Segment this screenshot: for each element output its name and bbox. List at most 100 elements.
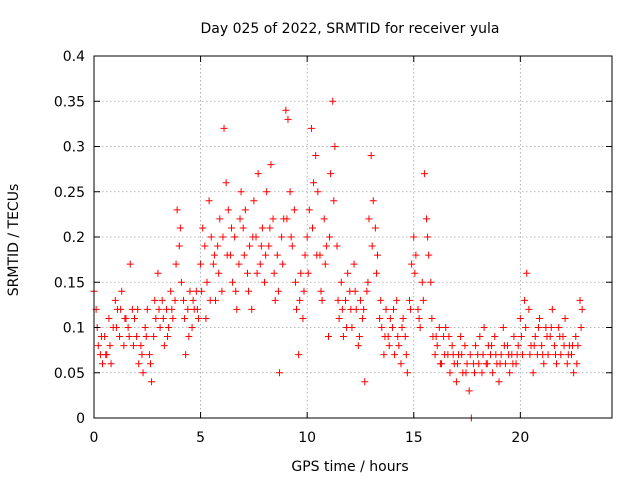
data-point <box>310 179 318 187</box>
data-point <box>479 351 487 359</box>
data-point <box>182 351 190 359</box>
data-point <box>106 342 114 350</box>
data-point <box>267 161 275 169</box>
x-axis-label: GPS time / hours <box>291 459 408 475</box>
x-tick-label: 5 <box>196 430 205 446</box>
x-tick-label: 20 <box>511 430 529 446</box>
data-point <box>193 305 201 313</box>
data-point <box>449 351 457 359</box>
data-point <box>171 296 179 304</box>
data-point <box>126 260 134 268</box>
data-point <box>160 342 168 350</box>
data-point <box>560 342 568 350</box>
data-point <box>210 251 218 259</box>
data-point <box>402 351 410 359</box>
data-point <box>227 224 235 232</box>
data-point <box>427 278 435 286</box>
data-point <box>407 305 415 313</box>
data-point <box>496 360 504 368</box>
data-point <box>461 342 469 350</box>
data-point <box>164 333 172 341</box>
data-point <box>286 188 294 196</box>
data-point <box>219 233 227 241</box>
data-point <box>368 242 376 250</box>
data-point <box>377 296 385 304</box>
data-point <box>334 296 342 304</box>
data-point <box>382 305 390 313</box>
data-point <box>143 305 151 313</box>
data-point <box>492 351 500 359</box>
data-point <box>239 224 247 232</box>
data-point <box>432 333 440 341</box>
data-point <box>254 170 262 178</box>
data-point <box>378 324 386 331</box>
data-point <box>441 351 449 359</box>
data-point <box>513 351 521 359</box>
data-point <box>249 233 257 241</box>
data-point <box>131 314 139 322</box>
data-point <box>135 360 143 368</box>
data-point <box>364 278 372 286</box>
data-point <box>111 296 119 304</box>
data-point <box>363 287 371 295</box>
data-point <box>572 333 580 341</box>
data-point <box>116 333 124 341</box>
data-point <box>458 351 466 359</box>
data-point <box>539 351 547 359</box>
data-point <box>142 333 150 341</box>
data-point <box>102 351 110 359</box>
data-point <box>137 342 145 350</box>
data-point <box>465 387 473 395</box>
data-point <box>360 305 368 313</box>
data-point <box>457 333 465 341</box>
data-point <box>189 296 197 304</box>
data-point <box>433 342 441 350</box>
data-point <box>231 233 239 241</box>
data-point <box>397 360 405 368</box>
data-point <box>543 333 551 341</box>
data-point <box>301 251 309 259</box>
data-point <box>431 351 439 359</box>
data-point <box>300 287 308 295</box>
data-point <box>350 260 358 268</box>
data-point <box>240 251 248 259</box>
data-point <box>420 170 428 178</box>
x-tick-label: 0 <box>90 430 99 446</box>
data-point <box>274 287 282 295</box>
data-point <box>125 333 133 341</box>
data-point <box>235 260 243 268</box>
data-point <box>453 360 461 368</box>
data-point <box>525 305 533 313</box>
data-point <box>236 215 244 223</box>
data-point <box>576 296 584 304</box>
data-point <box>398 324 406 331</box>
data-point <box>151 296 159 304</box>
data-point <box>412 251 420 259</box>
data-point <box>97 333 105 341</box>
data-point <box>480 324 488 331</box>
data-point <box>138 351 146 359</box>
data-point <box>263 188 271 196</box>
data-point <box>121 314 129 322</box>
data-point <box>176 224 184 232</box>
data-point <box>194 314 202 322</box>
data-point <box>526 351 534 359</box>
data-point <box>248 305 256 313</box>
data-point <box>139 369 147 377</box>
data-point <box>333 242 341 250</box>
data-point <box>198 287 206 295</box>
data-point <box>145 351 153 359</box>
data-point <box>173 206 181 214</box>
data-point <box>134 305 142 313</box>
data-point <box>105 314 113 322</box>
data-point <box>531 333 539 341</box>
data-point <box>359 314 367 322</box>
data-point <box>475 360 483 368</box>
data-point <box>343 324 351 331</box>
data-point <box>401 333 409 341</box>
data-point <box>488 342 496 350</box>
data-point <box>184 305 192 313</box>
data-point <box>463 360 471 368</box>
data-point <box>308 224 316 232</box>
data-point <box>514 342 522 350</box>
